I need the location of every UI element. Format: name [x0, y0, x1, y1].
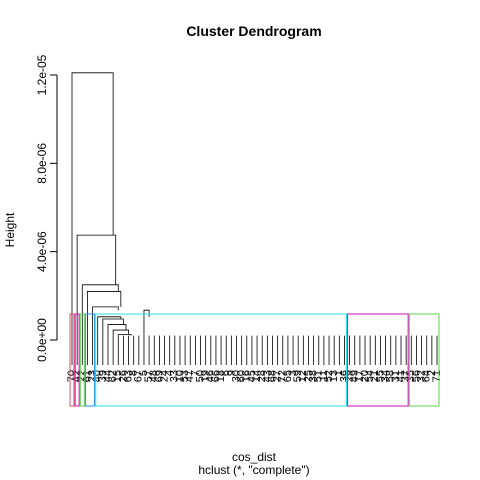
cluster-box	[347, 313, 409, 407]
leaf-label: 9	[225, 370, 237, 376]
merge-link	[81, 284, 119, 336]
leaf-label: 5	[138, 370, 150, 376]
leaf-label: 72	[277, 370, 289, 382]
leaf-label: 6	[220, 370, 232, 376]
leaf-label: 26	[117, 370, 129, 382]
merge-link	[92, 306, 119, 336]
merge-link	[107, 324, 127, 336]
leaf-label: 20	[359, 370, 371, 382]
leaf-label: 21	[369, 370, 381, 382]
y-tick-label: 1.2e-05	[35, 54, 49, 95]
leaf-label: 2	[426, 370, 438, 376]
y-tick-label: 4.0e-06	[35, 231, 49, 272]
leaf-label: 4	[164, 370, 176, 376]
leaf-label: 52	[323, 370, 335, 382]
leaf-label: 30	[230, 370, 242, 382]
y-tick-label: 0.0e+00	[35, 318, 49, 362]
leaf-label: 27	[272, 370, 284, 382]
leaf-label: 14	[251, 370, 263, 382]
leaf-label: 51	[313, 370, 325, 382]
leaf-label: 11	[318, 370, 330, 381]
chart-title: Cluster Dendrogram	[186, 23, 321, 39]
merge-link	[112, 329, 129, 336]
leaf-label: 59	[292, 370, 304, 382]
y-tick-label: 8.0e-06	[35, 143, 49, 184]
leaf-label: 8	[128, 370, 140, 376]
leaf-label: 41	[395, 370, 407, 382]
leaf-label: 56	[410, 370, 422, 382]
leaf-stems	[71, 335, 438, 365]
leaf-labels: 7042226123403944621526638675574869244331…	[66, 370, 443, 382]
leaf-label: 43	[261, 370, 273, 382]
leaf-label: 68	[266, 370, 278, 382]
cluster-box	[74, 313, 80, 407]
leaf-label: 62	[107, 370, 119, 382]
x-axis-label: cos_dist	[232, 450, 277, 464]
leaf-label: 60	[236, 370, 248, 382]
leaf-label: 53	[179, 370, 191, 382]
leaf-label: 34	[379, 370, 391, 382]
leaf-label: 17	[354, 370, 366, 382]
dendrogram-links	[71, 72, 150, 336]
leaf-label: 63	[122, 370, 134, 382]
leaf-label: 28	[256, 370, 268, 382]
cluster-box	[69, 313, 75, 407]
cluster-box	[95, 313, 347, 407]
leaf-label: 69	[153, 370, 165, 382]
leaf-label: 31	[390, 370, 402, 382]
leaf-label: 33	[169, 370, 181, 382]
leaf-label: 49	[349, 370, 361, 382]
leaf-label: 57	[143, 370, 155, 382]
leaf-label: 38	[308, 370, 320, 382]
leaf-label: 50	[194, 370, 206, 382]
merge-link	[102, 318, 124, 336]
leaf-label: 3	[287, 370, 299, 376]
leaf-label: 55	[374, 370, 386, 382]
leaf-label: 66	[210, 370, 222, 382]
leaf-label: 15	[112, 370, 124, 382]
leaf-label: 54	[364, 370, 376, 382]
merge-link	[117, 334, 132, 336]
chart-subtitle: hclust (*, "complete")	[198, 463, 309, 477]
leaf-label: 45	[246, 370, 258, 382]
leaf-label: 64	[421, 370, 433, 382]
leaf-label: 1	[333, 370, 345, 376]
leaf-label: 13	[328, 370, 340, 382]
leaf-label: 39	[97, 370, 109, 382]
y-ticks: 0.0e+00 4.0e-06 8.0e-06 1.2e-05	[35, 54, 57, 362]
merge-link	[76, 234, 117, 336]
y-axis-label: Height	[3, 212, 17, 247]
leaf-label: 10	[174, 370, 186, 382]
leaf-label: 16	[241, 370, 253, 382]
leaf-label: 12	[297, 370, 309, 382]
merge-link	[71, 72, 114, 336]
y-axis: 0.0e+00 4.0e-06 8.0e-06 1.2e-05	[35, 54, 58, 362]
leaf-label: 67	[133, 370, 145, 382]
leaf-label: 24	[158, 370, 170, 382]
leaf-label: 65	[282, 370, 294, 382]
leaf-label: 25	[302, 370, 314, 382]
leaf-label: 18	[215, 370, 227, 382]
merge-link	[97, 316, 122, 336]
leaf-label: 7	[189, 370, 201, 376]
leaf-label: 47	[184, 370, 196, 382]
leaf-label: 48	[148, 370, 160, 382]
cluster-boxes	[69, 313, 440, 407]
cluster-box	[84, 313, 96, 407]
leaf-label: 19	[200, 370, 212, 382]
leaf-label: 71	[431, 370, 443, 382]
leaf-label: 44	[102, 370, 114, 382]
cluster-box	[79, 313, 85, 407]
leaf-label: 58	[385, 370, 397, 382]
cluster-box	[408, 313, 440, 407]
leaf-label: 46	[205, 370, 217, 382]
leaf-label: 32	[415, 370, 427, 382]
